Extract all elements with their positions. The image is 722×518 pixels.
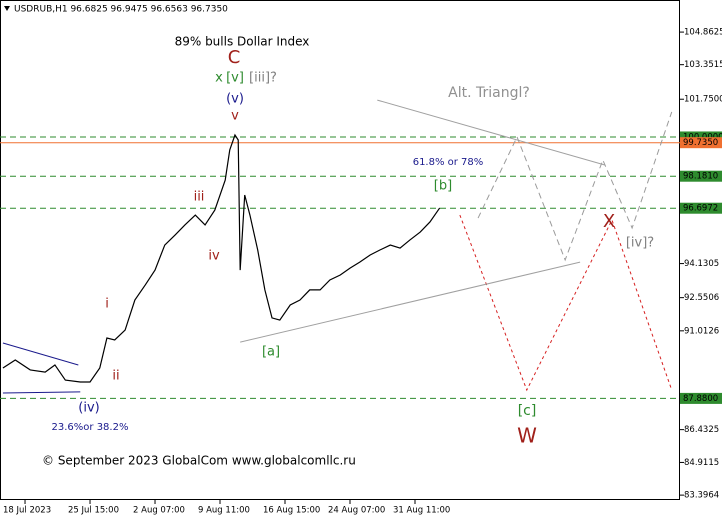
x-tick-label: 16 Aug 15:00 (263, 506, 320, 516)
level-label-box (680, 202, 722, 214)
y-tick-label: 86.4325 (684, 425, 719, 435)
y-tick-label: 104.8625 (684, 28, 722, 38)
projection-line (377, 99, 605, 166)
annotation: [a] (262, 345, 280, 360)
y-tick-label: 94.1305 (684, 259, 719, 269)
y-tick-label: 84.9115 (684, 458, 719, 468)
annotation: 89% bulls Dollar Index (175, 35, 310, 49)
annotation: (v) (226, 92, 244, 107)
annotation: iv (208, 249, 220, 264)
y-tick-label: 91.0126 (684, 326, 719, 336)
annotation: X (603, 211, 615, 232)
annotation: © September 2023 GlobalCom www.globalcom… (42, 454, 356, 468)
annotation: C (228, 47, 241, 68)
y-tick-label: 101.7500 (684, 95, 722, 105)
plot-frame (0, 0, 680, 500)
level-label-box (680, 392, 722, 404)
x-tick-label: 31 Aug 11:00 (393, 506, 450, 516)
annotation: [iii]? (249, 71, 277, 86)
annotation: W (517, 424, 537, 448)
annotation: 61.8% or 78% (413, 157, 484, 168)
annotation: iii (194, 190, 205, 205)
symbol-icon (4, 6, 10, 11)
x-tick-label: 18 Jul 2023 (3, 506, 51, 516)
projection-line (459, 214, 673, 392)
level-label: 87.8800 (683, 394, 718, 404)
level-label-box (680, 137, 722, 149)
annotation: [b] (434, 179, 452, 194)
projection-line (240, 261, 581, 343)
projection-line (477, 111, 673, 262)
x-tick-label: 2 Aug 07:00 (133, 506, 185, 516)
x-tick-label: 24 Aug 07:00 (328, 506, 385, 516)
x-tick-label: 9 Aug 11:00 (198, 506, 250, 516)
annotation: i (105, 297, 109, 312)
y-tick-label: 83.3964 (684, 491, 719, 501)
level-label: 96.6972 (683, 204, 718, 214)
annotation: 23.6%or 38.2% (52, 422, 129, 433)
projection-line (2, 391, 81, 394)
annotation: [v] (226, 71, 244, 86)
y-tick-label: 103.3515 (684, 60, 722, 70)
annotation: v (231, 109, 239, 124)
annotation: x (215, 71, 223, 86)
annotation: ii (112, 369, 119, 384)
level-label-box (680, 170, 722, 182)
annotation: [iv]? (626, 236, 654, 251)
annotation: (iv) (78, 401, 99, 416)
projection-line (2, 342, 79, 366)
level-label: 99.7350 (683, 138, 718, 148)
level-label-box (680, 131, 722, 143)
annotation: Alt. Triangl? (448, 85, 530, 101)
y-tick-label: 92.5506 (684, 293, 719, 303)
chart-title: USDRUB,H1 96.6825 96.9475 96.6563 96.735… (14, 5, 228, 15)
annotation: [c] (518, 403, 537, 419)
level-label: 98.1810 (683, 172, 718, 182)
x-tick-label: 25 Jul 15:00 (68, 506, 119, 516)
price-line (2, 133, 441, 383)
